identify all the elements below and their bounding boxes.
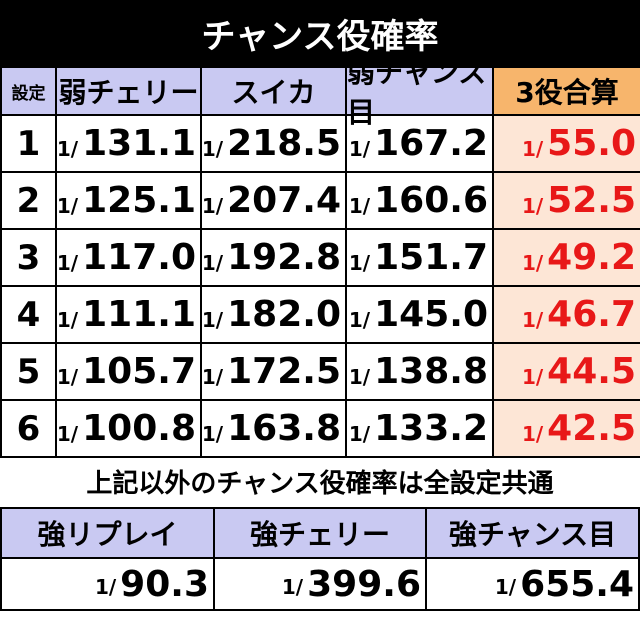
probability: 1/133.2 bbox=[345, 399, 494, 458]
column-header: 設定 bbox=[0, 66, 57, 116]
prefix: 1/ bbox=[201, 194, 224, 218]
note: 上記以外のチャンス役確率は全設定共通 bbox=[86, 469, 554, 499]
probability: 1/655.4 bbox=[425, 557, 640, 611]
setting: 1 bbox=[0, 114, 57, 173]
probability: 1/151.7 bbox=[345, 228, 494, 287]
probability: 1/49.2 bbox=[492, 228, 640, 287]
prefix: 1/ bbox=[201, 422, 224, 446]
probability: 1/55.0 bbox=[492, 114, 640, 173]
prefix: 1/ bbox=[521, 308, 544, 332]
column-header: 強チャンス目 bbox=[425, 507, 640, 559]
setting: 3 bbox=[0, 228, 57, 287]
prefix: 1/ bbox=[521, 365, 544, 389]
column-header: スイカ bbox=[200, 66, 347, 116]
setting: 4 bbox=[0, 285, 57, 344]
setting: 2 bbox=[0, 171, 57, 230]
prefix: 1/ bbox=[56, 365, 79, 389]
probability: 1/172.5 bbox=[200, 342, 347, 401]
prefix: 1/ bbox=[56, 422, 79, 446]
probability: 1/100.8 bbox=[55, 399, 202, 458]
column-header: 強チェリー bbox=[213, 507, 427, 559]
column-header: 弱チャンス目 bbox=[345, 56, 494, 129]
probability: 1/44.5 bbox=[492, 342, 640, 401]
prefix: 1/ bbox=[201, 137, 224, 161]
column-header: 強リプレイ bbox=[0, 507, 215, 559]
prefix: 1/ bbox=[348, 365, 371, 389]
probability: 1/90.3 bbox=[0, 557, 215, 611]
prefix: 1/ bbox=[348, 137, 371, 161]
prefix: 1/ bbox=[348, 194, 371, 218]
prefix: 1/ bbox=[94, 575, 117, 599]
prefix: 1/ bbox=[56, 251, 79, 275]
prefix: 1/ bbox=[201, 308, 224, 332]
probability: 1/192.8 bbox=[200, 228, 347, 287]
probability: 1/163.8 bbox=[200, 399, 347, 458]
prefix: 1/ bbox=[521, 422, 544, 446]
column-header: 弱チェリー bbox=[55, 66, 202, 116]
probability: 1/145.0 bbox=[345, 285, 494, 344]
probability: 1/182.0 bbox=[200, 285, 347, 344]
prefix: 1/ bbox=[56, 137, 79, 161]
prefix: 1/ bbox=[348, 251, 371, 275]
prefix: 1/ bbox=[201, 365, 224, 389]
probability: 1/42.5 bbox=[492, 399, 640, 458]
probability: 1/52.5 bbox=[492, 171, 640, 230]
probability: 1/207.4 bbox=[200, 171, 347, 230]
probability: 1/105.7 bbox=[55, 342, 202, 401]
prefix: 1/ bbox=[56, 194, 79, 218]
column-header: 3役合算 bbox=[492, 66, 640, 116]
prefix: 1/ bbox=[56, 308, 79, 332]
prefix: 1/ bbox=[281, 575, 304, 599]
title: チャンス役確率 bbox=[0, 0, 640, 66]
prefix: 1/ bbox=[348, 422, 371, 446]
probability: 1/46.7 bbox=[492, 285, 640, 344]
probability: 1/117.0 bbox=[55, 228, 202, 287]
prefix: 1/ bbox=[494, 575, 517, 599]
probability: 1/111.1 bbox=[55, 285, 202, 344]
probability: 1/399.6 bbox=[213, 557, 427, 611]
prefix: 1/ bbox=[348, 308, 371, 332]
probability: 1/218.5 bbox=[200, 114, 347, 173]
setting: 5 bbox=[0, 342, 57, 401]
probability: 1/125.1 bbox=[55, 171, 202, 230]
prefix: 1/ bbox=[521, 137, 544, 161]
prefix: 1/ bbox=[521, 194, 544, 218]
probability: 1/167.2 bbox=[345, 114, 494, 173]
prefix: 1/ bbox=[521, 251, 544, 275]
probability: 1/131.1 bbox=[55, 114, 202, 173]
probability: 1/160.6 bbox=[345, 171, 494, 230]
prefix: 1/ bbox=[201, 251, 224, 275]
probability: 1/138.8 bbox=[345, 342, 494, 401]
setting: 6 bbox=[0, 399, 57, 458]
